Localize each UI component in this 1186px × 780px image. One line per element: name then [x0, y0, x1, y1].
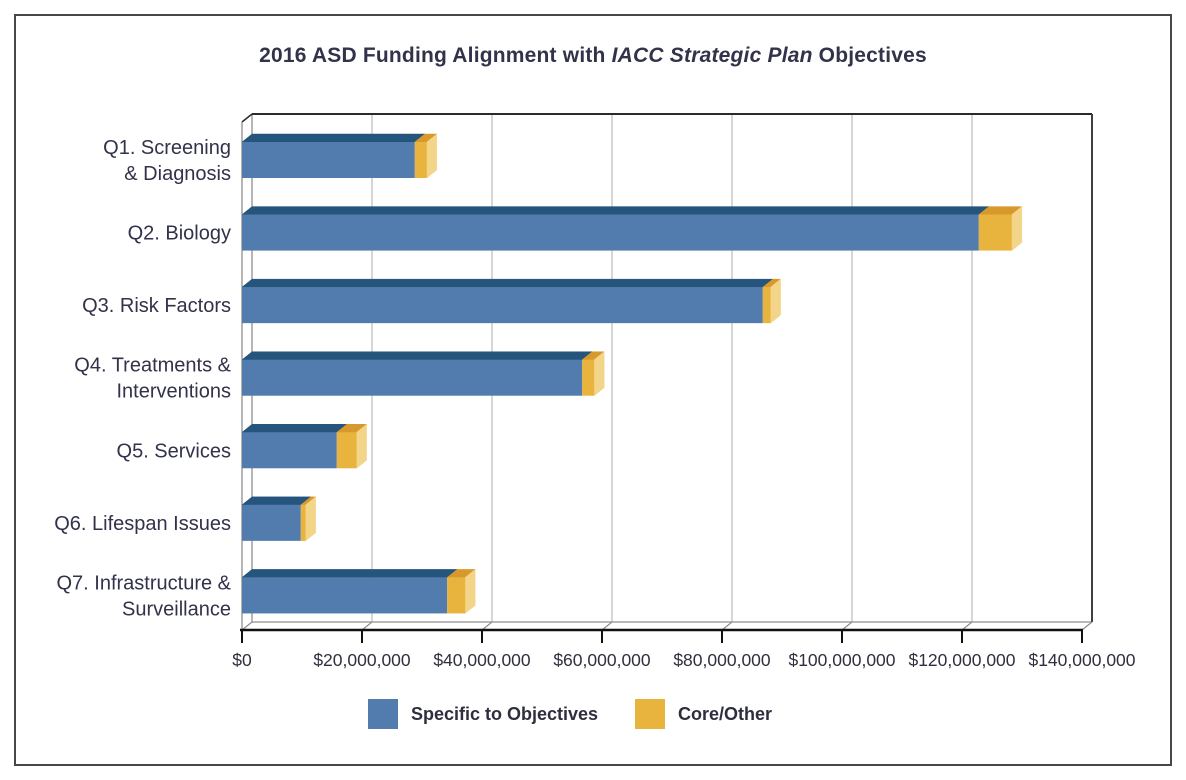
bar-q2-core: [978, 214, 1012, 251]
bar-q3-specific: [242, 287, 763, 324]
bar-q5-core: [336, 432, 357, 469]
chart-title: 2016 ASD Funding Alignment with IACC Str…: [0, 44, 1186, 68]
bar-q7-core-side: [464, 568, 476, 614]
bar-q1-core-side: [426, 133, 438, 179]
plot-frame-top-left-diagonal: [241, 113, 253, 123]
bar-q4-specific-top: [241, 351, 593, 360]
legend-swatch-core-other: [635, 699, 665, 729]
bar-q4-core: [582, 359, 595, 396]
floor-depth-connector: [961, 621, 973, 631]
bar-q1-specific: [242, 142, 415, 178]
bar-q1-specific-top: [241, 133, 426, 143]
bar-q6-specific-top: [241, 496, 312, 506]
x-tick-label: $120,000,000: [908, 650, 1015, 670]
legend-item-core-other: Core/Other: [635, 698, 772, 730]
x-tick-label: $0: [232, 650, 252, 670]
floor-depth-connector: [721, 621, 733, 631]
floor-depth-connector: [841, 621, 853, 631]
x-tick-label: $100,000,000: [788, 650, 895, 670]
chart-title-italic: IACC Strategic Plan: [611, 44, 813, 67]
bar-q4-core-side: [593, 351, 605, 397]
bar-q5-specific-top: [241, 424, 348, 433]
chart-legend: Specific to Objectives Core/Other: [0, 698, 1186, 732]
bar-q6-specific: [242, 504, 301, 541]
category-label-q2: Q2. Biology: [128, 223, 231, 245]
bar-q3-specific-top: [241, 278, 774, 288]
category-label-q3: Q3. Risk Factors: [82, 295, 231, 317]
chart-title-suffix: Objectives: [812, 44, 927, 67]
category-label-q5: Q5. Services: [117, 440, 231, 462]
bar-q5-core-side: [356, 423, 367, 469]
category-label-q7: Q7. Infrastructure & Surveillance: [56, 572, 231, 620]
x-tick-label: $40,000,000: [433, 650, 531, 670]
x-tick-label: $60,000,000: [553, 650, 651, 670]
bar-q3-core: [762, 287, 771, 324]
legend-swatch-specific: [368, 699, 398, 729]
bar-q1-core: [414, 142, 427, 178]
category-label-q6: Q6. Lifespan Issues: [54, 513, 231, 535]
bar-q2-core-side: [1011, 206, 1023, 252]
floor-depth-connector: [601, 621, 613, 631]
category-label-q1: Q1. Screening & Diagnosis: [103, 137, 231, 185]
floor-depth-connector: [241, 621, 253, 631]
floor-depth-connector: [361, 621, 373, 631]
x-tick-label: $20,000,000: [313, 650, 411, 670]
legend-item-specific: Specific to Objectives: [368, 698, 598, 730]
x-tick-label: $140,000,000: [1028, 650, 1135, 670]
bar-q2-specific-top: [241, 206, 990, 215]
bar-q3-core-side: [770, 278, 781, 324]
bar-q6-core-side: [305, 496, 316, 542]
bar-q5-specific: [242, 432, 337, 469]
bar-q7-specific-top: [241, 569, 458, 578]
bar-q2-specific: [242, 214, 979, 251]
category-label-q4: Q4. Treatments & Interventions: [74, 355, 231, 403]
bar-q7-specific: [242, 577, 448, 614]
bar-q7-core: [447, 577, 466, 614]
legend-label-core-other: Core/Other: [678, 703, 773, 724]
bar-q4-specific: [242, 359, 583, 396]
bar-q6-core: [300, 504, 306, 541]
legend-label-specific: Specific to Objectives: [411, 703, 599, 724]
chart-title-prefix: 2016 ASD Funding Alignment with: [259, 44, 612, 67]
floor-depth-connector: [481, 621, 493, 631]
x-tick-label: $80,000,000: [673, 650, 771, 670]
floor-depth-connector: [1081, 621, 1093, 631]
